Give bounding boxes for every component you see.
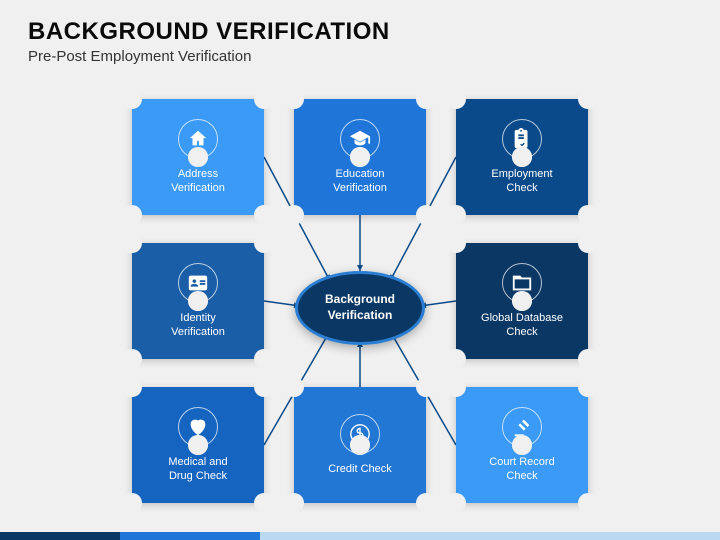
gavel-icon [502,407,542,447]
diagram-canvas: AddressVerification EducationVerificatio… [0,81,720,521]
idcard-icon [178,263,218,303]
card-address: AddressVerification [132,99,264,215]
card-label-globaldb: Global DatabaseCheck [473,311,571,340]
clipboard-icon [502,119,542,159]
heart-icon [178,407,218,447]
home-icon [178,119,218,159]
card-globaldb: Global DatabaseCheck [456,243,588,359]
card-education: EducationVerification [294,99,426,215]
card-credit: Credit Check [294,387,426,503]
grad-icon [340,119,380,159]
money-icon [340,414,380,454]
folder-icon [502,263,542,303]
card-label-identity: IdentityVerification [163,311,233,340]
card-label-employment: EmploymentCheck [483,167,560,196]
page-subtitle: Pre-Post Employment Verification [28,48,692,65]
card-identity: IdentityVerification [132,243,264,359]
card-label-credit: Credit Check [320,462,400,476]
card-label-medical: Medical andDrug Check [160,455,235,484]
card-label-address: AddressVerification [163,167,233,196]
card-medical: Medical andDrug Check [132,387,264,503]
card-court: Court RecordCheck [456,387,588,503]
hub-node: BackgroundVerification [295,271,425,345]
card-employment: EmploymentCheck [456,99,588,215]
card-label-education: EducationVerification [325,167,395,196]
card-label-court: Court RecordCheck [481,455,562,484]
footer-bar [0,532,720,540]
page-title: BACKGROUND VERIFICATION [28,18,692,46]
